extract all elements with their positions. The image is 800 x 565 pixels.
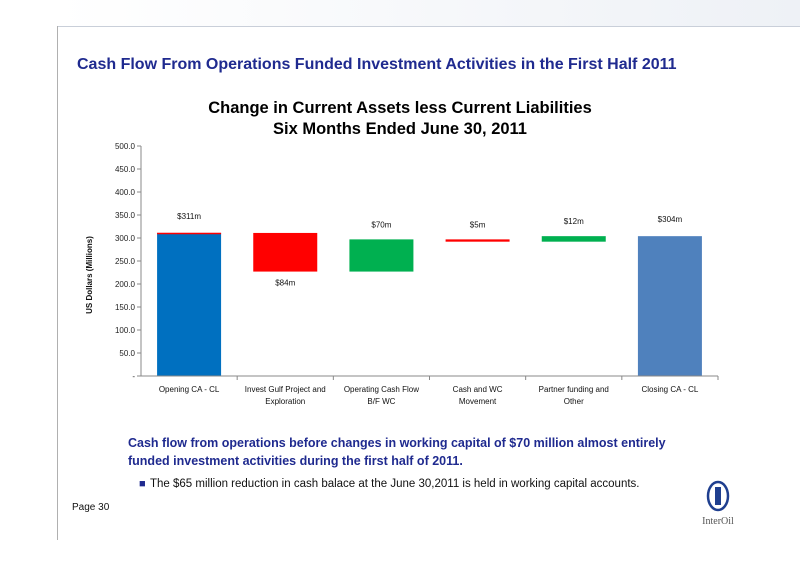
x-category-label: Movement (459, 397, 497, 406)
x-category-label: B/F WC (367, 397, 395, 406)
bar-total (637, 236, 702, 376)
x-category-label: Cash and WC (453, 385, 503, 394)
data-label: $70m (371, 220, 391, 229)
y-tick-label: 450.0 (115, 165, 136, 174)
bullet-item: ■ The $65 million reduction in cash bala… (139, 477, 670, 491)
y-tick-label: - (132, 372, 135, 381)
bar-decrease (253, 232, 318, 272)
y-axis: - 50.0 100.0 150.0 200.0 250.0 300.0 350.0 400.0… (85, 142, 142, 381)
x-category-label: Partner funding and (539, 385, 609, 394)
bar-total (157, 232, 222, 376)
x-axis: Opening CA - CL Invest Gulf Project and Ex… (141, 375, 719, 406)
chart-title: Change in Current Assets less Current Li… (140, 98, 660, 140)
header-band (57, 0, 800, 26)
data-label: $5m (470, 220, 486, 229)
left-margin-rule (57, 26, 58, 540)
bar-increase (349, 239, 414, 272)
chart-title-line2: Six Months Ended June 30, 2011 (272, 120, 527, 138)
y-tick-label: 250.0 (115, 257, 136, 266)
y-tick-label: 100.0 (115, 326, 136, 335)
chart-title-line1: Change in Current Assets less Current Li… (208, 99, 592, 117)
y-tick-label: 400.0 (115, 188, 136, 197)
bar-decrease (445, 239, 510, 242)
x-category-label: Exploration (265, 397, 305, 406)
data-label: $304m (658, 215, 683, 224)
page-number: Page 30 (72, 502, 110, 513)
bar-increase (541, 236, 606, 242)
x-category-label: Invest Gulf Project and (245, 385, 326, 394)
x-category-label: Other (564, 397, 584, 406)
y-tick-label: 350.0 (115, 211, 136, 220)
data-label: $311m (177, 212, 201, 221)
header-divider (57, 26, 800, 27)
y-tick-label: 150.0 (115, 303, 136, 312)
data-label: $84m (275, 279, 295, 288)
bars: $311m $84m $70m $5m $12m $304m (157, 212, 702, 376)
y-tick-label: 300.0 (115, 234, 136, 243)
x-category-label: Closing CA - CL (641, 385, 698, 394)
interoil-logo: InterOil (690, 478, 746, 530)
summary-text: Cash flow from operations before changes… (128, 436, 666, 468)
logo-wordmark: InterOil (702, 516, 734, 527)
slide-heading: Cash Flow From Operations Funded Investm… (77, 56, 677, 73)
data-label: $12m (564, 217, 584, 226)
y-tick-label: 500.0 (115, 142, 136, 151)
y-axis-label: US Dollars (Millions) (85, 236, 94, 314)
bullet-marker: ■ (139, 478, 146, 490)
x-category-label: Operating Cash Flow (344, 385, 419, 394)
x-category-label: Opening CA - CL (159, 385, 220, 394)
y-tick-label: 200.0 (115, 280, 136, 289)
y-tick-label: 50.0 (119, 349, 135, 358)
bullet-text: The $65 million reduction in cash balace… (150, 478, 640, 490)
